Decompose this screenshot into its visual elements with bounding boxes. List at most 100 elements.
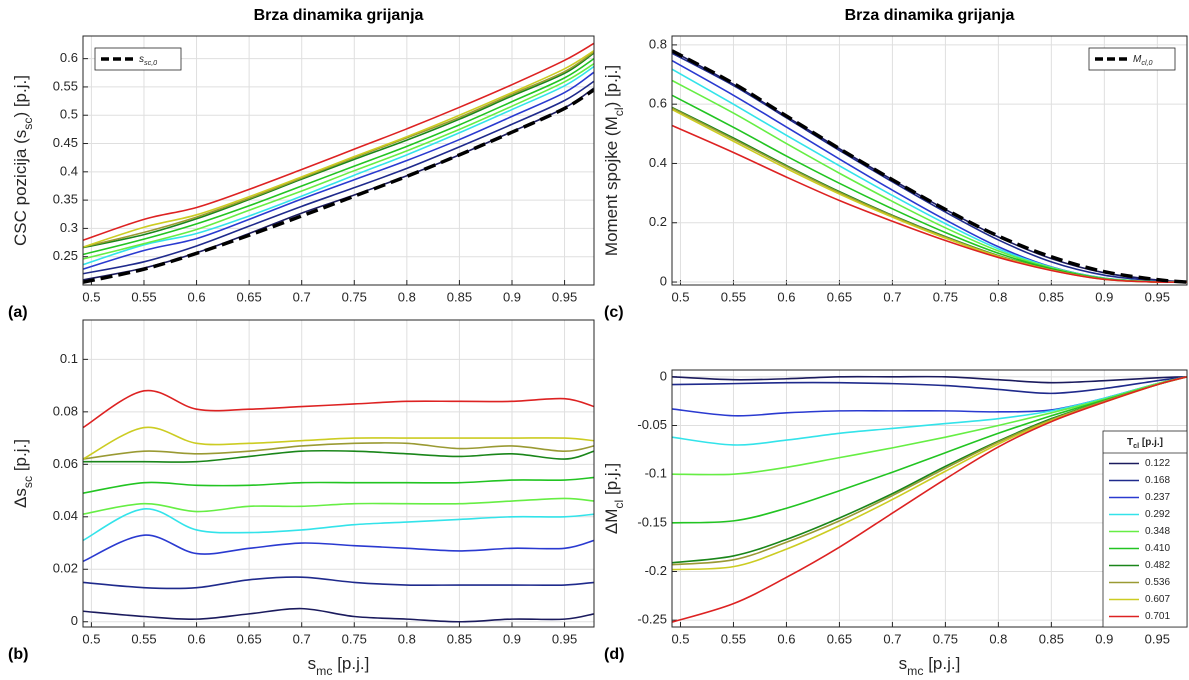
text-part: ΔM: [602, 509, 621, 535]
y-tick-label: 0.6: [60, 50, 78, 65]
y-axis-label: CSC pozicija (ssc) [p.j.]: [11, 75, 35, 246]
legend-label: 0.482: [1145, 560, 1170, 571]
series-line: [672, 49, 1187, 284]
x-tick-label: 0.85: [447, 631, 472, 646]
legend-box: [94, 47, 182, 71]
subscript: cl: [1133, 441, 1139, 450]
series-line: [83, 389, 594, 429]
y-tick-label: 0: [660, 368, 667, 383]
y-tick-label: 0.4: [649, 155, 667, 170]
panel-label: (b): [8, 646, 28, 663]
x-tick-label: 0.65: [236, 289, 261, 304]
series-line: [83, 80, 594, 275]
y-tick-label: 0.08: [53, 403, 78, 418]
x-tick-label: 0.9: [503, 289, 521, 304]
x-tick-label: 0.75: [342, 631, 367, 646]
y-tick-label: -0.15: [637, 514, 667, 529]
subscript: cl,0: [1141, 58, 1152, 67]
subscript: cl: [612, 500, 626, 509]
x-tick-label: 0.9: [1095, 289, 1113, 304]
y-axis-label: ΔMcl [p.j.]: [602, 463, 626, 534]
x-tick-label: 0.6: [777, 289, 795, 304]
text-part: T: [1127, 437, 1133, 448]
x-tick-label: 0.7: [883, 631, 901, 646]
legend-label: 0.410: [1145, 543, 1170, 554]
legend-label: 0.536: [1145, 577, 1170, 588]
series-line: [83, 476, 594, 494]
legend-label: 0.701: [1145, 611, 1170, 622]
x-tick-label: 0.95: [1145, 631, 1170, 646]
y-tick-label: 0: [660, 273, 667, 288]
x-tick-label: 0.95: [552, 631, 577, 646]
x-tick-label: 0.85: [1039, 631, 1064, 646]
x-tick-label: 0.55: [721, 289, 746, 304]
y-tick-label: -0.1: [645, 466, 667, 481]
x-tick-label: 0.5: [671, 631, 689, 646]
text-part: CSC pozicija (s: [11, 130, 30, 246]
y-tick-label: -0.05: [637, 417, 667, 432]
x-tick-label: 0.55: [721, 631, 746, 646]
plot-area: [672, 370, 1187, 627]
text-part: [p.j.]: [923, 654, 960, 673]
subscript: mc: [907, 664, 923, 678]
series-group: [83, 389, 594, 623]
series-line: [83, 65, 594, 266]
y-tick-label: -0.25: [637, 612, 667, 627]
text-part: s: [308, 654, 317, 673]
x-tick-label: 0.55: [131, 631, 156, 646]
x-tick-label: 0.85: [447, 289, 472, 304]
series-line: [83, 426, 594, 460]
series-line: [83, 497, 594, 515]
series-line: [83, 51, 594, 248]
subscript: sc,0: [144, 58, 157, 67]
y-tick-label: 0.3: [60, 220, 78, 235]
y-tick-label: 0.1: [60, 351, 78, 366]
x-tick-label: 0.75: [342, 289, 367, 304]
y-tick-label: 0.4: [60, 163, 78, 178]
x-tick-label: 0.55: [131, 289, 156, 304]
text-part: [p.j.]: [332, 654, 369, 673]
series-line: [83, 42, 594, 242]
series-group: [83, 42, 594, 284]
series-line: [83, 576, 594, 590]
series-line: [672, 375, 1187, 384]
text-part: [p.j.]: [1139, 437, 1163, 448]
x-tick-label: 0.6: [777, 631, 795, 646]
legend-label: Mcl,0: [1133, 54, 1153, 68]
x-axis-label: smc [p.j.]: [308, 654, 370, 678]
x-tick-label: 0.95: [552, 289, 577, 304]
x-tick-label: 0.5: [82, 631, 100, 646]
plot-area: [83, 36, 594, 285]
text-part: [p.j.]: [602, 463, 621, 500]
series-group: [672, 49, 1187, 284]
y-tick-label: 0.2: [649, 214, 667, 229]
x-tick-label: 0.5: [671, 289, 689, 304]
series-line: [83, 57, 594, 256]
series-line: [83, 88, 594, 284]
legend-label: 0.237: [1145, 492, 1170, 503]
y-tick-label: 0.6: [649, 96, 667, 111]
plot-area: [672, 36, 1187, 285]
subscript: mc: [316, 664, 332, 678]
series-line: [83, 63, 594, 260]
subscript: sc: [21, 118, 35, 130]
x-tick-label: 0.9: [503, 631, 521, 646]
x-tick-label: 0.8: [989, 289, 1007, 304]
y-tick-label: 0.04: [53, 508, 78, 523]
chart-title: Brza dinamika grijanja: [845, 7, 1015, 24]
subscript: cl: [612, 107, 626, 116]
subscript: sc: [21, 476, 35, 488]
legend-title: Tcl [p.j.]: [1127, 437, 1163, 451]
panel-label: (a): [8, 304, 28, 321]
chart-title: Brza dinamika grijanja: [254, 7, 424, 24]
series-line: [83, 52, 594, 249]
y-axis-label: Δssc [p.j.]: [11, 439, 35, 508]
series-line: [83, 50, 594, 248]
x-tick-label: 0.95: [1145, 289, 1170, 304]
series-line: [672, 376, 1187, 395]
x-tick-label: 0.7: [883, 289, 901, 304]
legend-label: 0.168: [1145, 475, 1170, 486]
x-tick-label: 0.65: [827, 289, 852, 304]
x-tick-label: 0.6: [188, 631, 206, 646]
x-tick-label: 0.8: [398, 289, 416, 304]
